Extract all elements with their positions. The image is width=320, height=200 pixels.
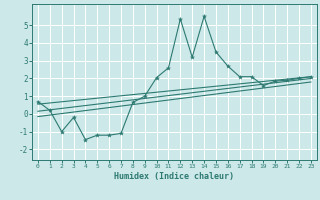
X-axis label: Humidex (Indice chaleur): Humidex (Indice chaleur) [115, 172, 234, 181]
